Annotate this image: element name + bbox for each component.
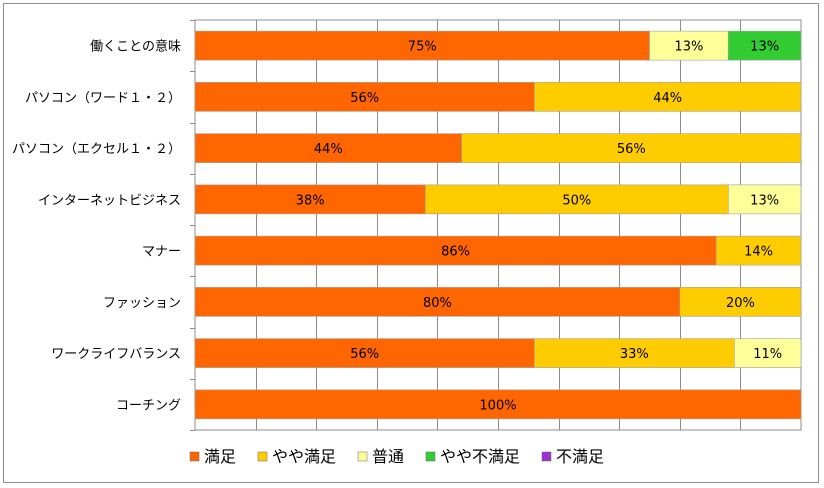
legend-entry: 満足 — [204, 447, 236, 466]
bar-segment — [194, 82, 535, 112]
legend-entry: やや不満足 — [440, 447, 520, 466]
bar-segment — [424, 184, 729, 215]
data-label: 44% — [314, 142, 343, 157]
bar-segment — [649, 30, 729, 61]
bar-segment — [194, 30, 650, 61]
bar-segment — [194, 133, 462, 163]
bar-segment — [715, 235, 802, 266]
data-label: 14% — [744, 245, 773, 260]
data-label: 33% — [620, 347, 649, 362]
data-label: 11% — [753, 347, 782, 362]
bar-segment — [734, 338, 802, 368]
bar-segment — [534, 338, 735, 368]
data-label: 50% — [562, 193, 591, 208]
category-label: パソコン（ワード１・２） — [25, 91, 181, 106]
data-label: 75% — [408, 40, 437, 55]
bar-segment — [194, 184, 426, 215]
data-label: 56% — [617, 142, 646, 157]
data-label: 20% — [726, 296, 755, 311]
data-label: 100% — [479, 398, 516, 413]
category-label: マナー — [142, 245, 181, 260]
legend-swatch — [425, 451, 436, 462]
bar-segment — [679, 287, 802, 317]
category-label: コーチング — [116, 398, 181, 413]
category-label: 働くことの意味 — [90, 39, 181, 55]
legend-entry: 不満足 — [556, 447, 604, 466]
bar-segment — [461, 133, 802, 163]
bar-segment — [534, 82, 802, 112]
legend-swatch — [257, 451, 268, 462]
data-label: 80% — [423, 296, 452, 311]
data-label: 56% — [350, 347, 379, 362]
data-label: 13% — [674, 40, 703, 55]
legend-swatch — [189, 451, 200, 462]
legend-entry: やや満足 — [272, 447, 336, 466]
legend-swatch — [357, 451, 368, 462]
data-label: 56% — [350, 91, 379, 106]
bar-segment — [727, 184, 802, 215]
data-label: 44% — [653, 91, 682, 106]
bar-segment — [727, 30, 802, 61]
category-label: ファッション — [103, 296, 181, 311]
data-label: 13% — [750, 40, 779, 55]
bar-segment — [194, 338, 535, 368]
bar-segment — [194, 235, 717, 266]
bar-segment — [194, 389, 802, 420]
category-label: ワークライフバランス — [51, 347, 181, 362]
bar-segment — [194, 287, 681, 317]
data-label: 86% — [441, 245, 470, 260]
legend-swatch — [541, 451, 552, 462]
data-label: 38% — [296, 193, 325, 208]
category-label: インターネットビジネス — [38, 193, 181, 208]
category-label: パソコン（エクセル１・２） — [12, 142, 181, 157]
data-label: 13% — [750, 193, 779, 208]
legend-entry: 普通 — [372, 447, 404, 466]
